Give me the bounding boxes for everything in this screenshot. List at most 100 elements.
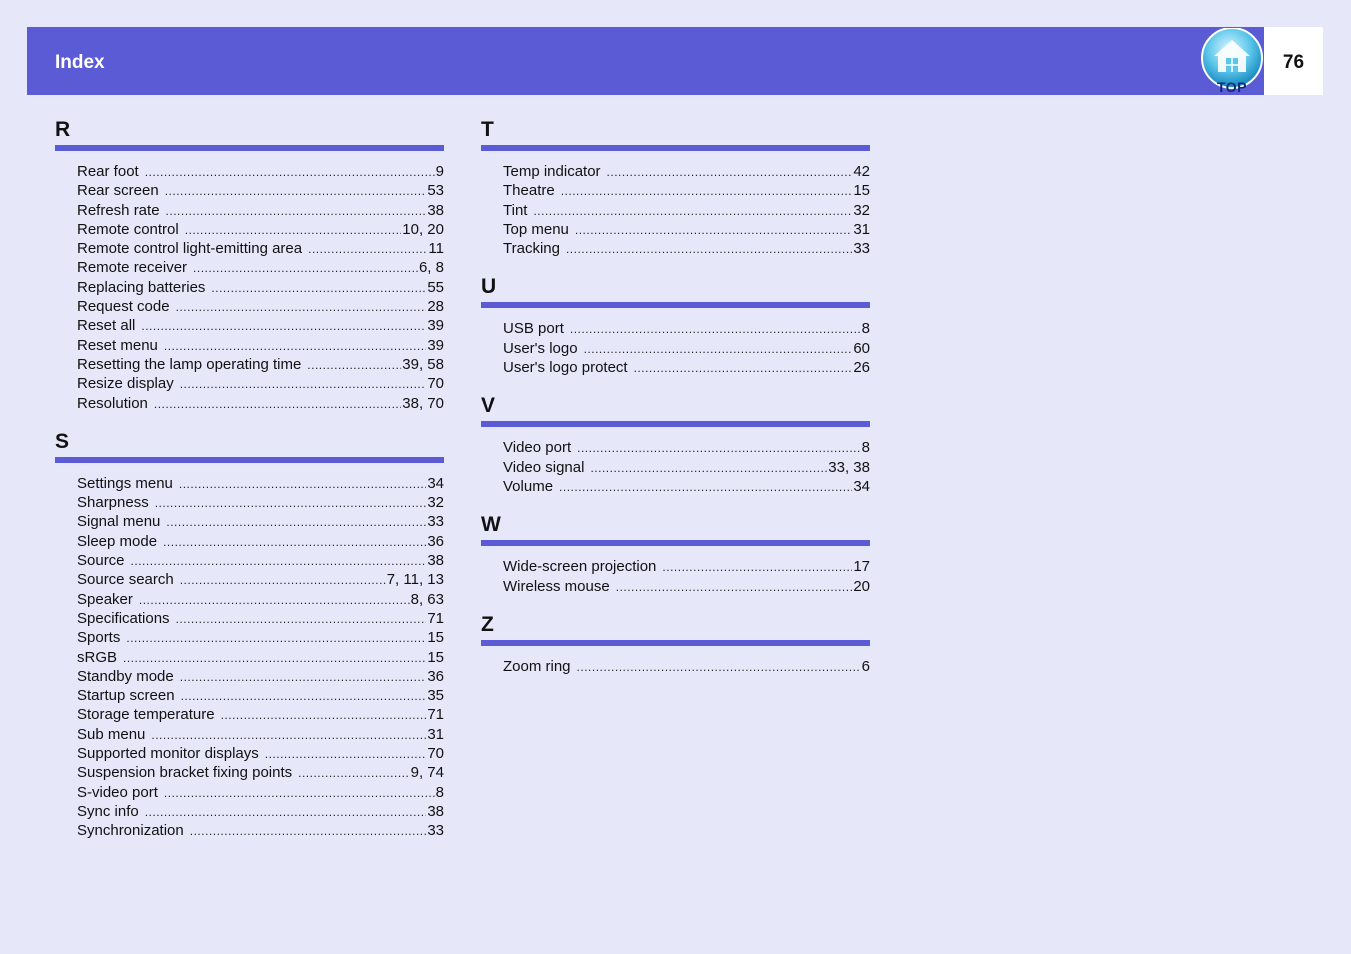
entry-page-link[interactable]: 9 xyxy=(435,163,444,180)
entry-page-link[interactable]: 20 xyxy=(853,577,870,595)
entry-page-link[interactable]: 35 xyxy=(427,687,444,705)
top-button[interactable]: TOP xyxy=(1200,28,1264,95)
index-entry[interactable]: Rear foot 9 xyxy=(77,162,444,181)
entry-page-link[interactable]: 15 xyxy=(427,629,444,647)
entry-page-link[interactable]: 36 xyxy=(427,667,444,685)
entry-page-link[interactable]: 34 xyxy=(853,477,870,495)
entry-page-link[interactable]: 17 xyxy=(853,558,870,576)
index-entry[interactable]: Wireless mouse 20 xyxy=(503,577,870,596)
index-entry[interactable]: Standby mode 36 xyxy=(77,667,444,686)
index-entry[interactable]: User's logo protect 26 xyxy=(503,358,870,377)
index-entry[interactable]: Video signal 33, 38 xyxy=(503,458,870,477)
entry-page-link[interactable]: 55 xyxy=(427,278,444,296)
index-entry[interactable]: Source search 7, 11, 13 xyxy=(77,570,444,589)
index-entry[interactable]: Resolution 38, 70 xyxy=(77,394,444,413)
index-entry[interactable]: Synchronization 33 xyxy=(77,821,444,840)
index-entry[interactable]: Zoom ring 6 xyxy=(503,657,870,676)
index-section-w: W Wide-screen projection 17 Wireless mouse 2… xyxy=(481,510,870,596)
index-entry[interactable]: Signal menu 33 xyxy=(77,512,444,531)
entry-list: Video port 8 Video signal 33, 38 Volume 34 xyxy=(481,438,870,496)
index-entry[interactable]: sRGB 15 xyxy=(77,648,444,667)
index-entry[interactable]: Sharpness 32 xyxy=(77,493,444,512)
index-entry[interactable]: Resize display 70 xyxy=(77,374,444,393)
entry-page-link[interactable]: 9, 74 xyxy=(410,764,444,782)
index-entry[interactable]: Reset all 39 xyxy=(77,316,444,335)
entry-page-link[interactable]: 38 xyxy=(427,552,444,570)
entry-term: Resize display xyxy=(77,375,174,393)
entry-page-link[interactable]: 32 xyxy=(853,201,870,219)
entry-term: Supported monitor displays xyxy=(77,745,259,763)
index-entry[interactable]: USB port 8 xyxy=(503,319,870,338)
entry-page-link[interactable]: 6 xyxy=(861,657,870,675)
index-entry[interactable]: Sports 15 xyxy=(77,628,444,647)
index-entry[interactable]: Top menu 31 xyxy=(503,220,870,239)
index-entry[interactable]: Startup screen 35 xyxy=(77,686,444,705)
index-entry[interactable]: Specifications 71 xyxy=(77,609,444,628)
entry-page-link[interactable]: 60 xyxy=(853,339,870,357)
entry-page-link[interactable]: 38 xyxy=(427,201,444,219)
index-entry[interactable]: Storage temperature 71 xyxy=(77,705,444,724)
entry-page-link[interactable]: 71 xyxy=(427,706,444,724)
index-entry[interactable]: S-video port 8 xyxy=(77,783,444,802)
entry-page-link[interactable]: 39 xyxy=(427,336,444,354)
index-entry[interactable]: Sync info 38 xyxy=(77,802,444,821)
index-entry[interactable]: Wide-screen projection 17 xyxy=(503,557,870,576)
entry-page-link[interactable]: 33, 38 xyxy=(828,458,870,476)
index-entry[interactable]: Speaker 8, 63 xyxy=(77,590,444,609)
entry-page-link[interactable]: 33 xyxy=(427,822,444,840)
entry-page-link[interactable]: 38 xyxy=(427,802,444,820)
index-entry[interactable]: Tracking 33 xyxy=(503,239,870,258)
index-entry[interactable]: Resetting the lamp operating time 39, 58 xyxy=(77,355,444,374)
entry-page-link[interactable]: 33 xyxy=(427,513,444,531)
index-entry[interactable]: Volume 34 xyxy=(503,477,870,496)
index-entry[interactable]: Remote control 10, 20 xyxy=(77,220,444,239)
entry-page-link[interactable]: 31 xyxy=(853,220,870,238)
index-entry[interactable]: Sleep mode 36 xyxy=(77,532,444,551)
entry-page-link[interactable]: 15 xyxy=(853,182,870,200)
entry-page-link[interactable]: 71 xyxy=(427,609,444,627)
index-entry[interactable]: Refresh rate 38 xyxy=(77,201,444,220)
index-entry[interactable]: Remote control light-emitting area 11 xyxy=(77,239,444,258)
entry-page-link[interactable]: 28 xyxy=(427,298,444,316)
index-entry[interactable]: Supported monitor displays 70 xyxy=(77,744,444,763)
entry-page-link[interactable]: 70 xyxy=(427,745,444,763)
entry-page-link[interactable]: 39 xyxy=(427,317,444,335)
index-entry[interactable]: Source 38 xyxy=(77,551,444,570)
entry-page-link[interactable]: 34 xyxy=(427,474,444,492)
index-entry[interactable]: Suspension bracket fixing points 9, 74 xyxy=(77,763,444,782)
index-entry[interactable]: Rear screen 53 xyxy=(77,181,444,200)
entry-page-link[interactable]: 33 xyxy=(853,240,870,258)
entry-page-link[interactable]: 38, 70 xyxy=(402,394,444,412)
index-entry[interactable]: Remote receiver 6, 8 xyxy=(77,258,444,277)
index-entry[interactable]: User's logo 60 xyxy=(503,339,870,358)
entry-page-link[interactable]: 10, 20 xyxy=(402,220,444,238)
entry-page-link[interactable]: 39, 58 xyxy=(402,355,444,373)
entry-page-link[interactable]: 70 xyxy=(427,375,444,393)
entry-page-link[interactable]: 36 xyxy=(427,532,444,550)
entry-page-link[interactable]: 8, 63 xyxy=(410,590,444,608)
entry-page-link[interactable]: 11 xyxy=(428,240,444,258)
entry-page-link[interactable]: 53 xyxy=(427,182,444,200)
entry-page-link[interactable]: 15 xyxy=(427,648,444,666)
index-entry[interactable]: Theatre 15 xyxy=(503,181,870,200)
entry-page-link[interactable]: 26 xyxy=(853,359,870,377)
entry-page-link[interactable]: 32 xyxy=(427,494,444,512)
entry-page-link[interactable]: 8 xyxy=(861,439,870,457)
index-entry[interactable]: Sub menu 31 xyxy=(77,725,444,744)
entry-page-link[interactable]: 6, 8 xyxy=(418,259,444,277)
entry-page-link[interactable]: 42 xyxy=(853,163,870,180)
entry-page-link[interactable]: 8 xyxy=(435,783,444,801)
index-entry[interactable]: Replacing batteries 55 xyxy=(77,278,444,297)
entry-page-link[interactable]: 8 xyxy=(861,320,870,338)
index-entry[interactable]: Settings menu 34 xyxy=(77,474,444,493)
entry-page-link[interactable]: 7, 11, 13 xyxy=(386,571,444,589)
index-entry[interactable]: Reset menu 39 xyxy=(77,336,444,355)
index-entry[interactable]: Video port 8 xyxy=(503,438,870,457)
entry-page-link[interactable]: 31 xyxy=(427,725,444,743)
entry-term: Temp indicator xyxy=(503,163,601,180)
index-entry[interactable]: Tint 32 xyxy=(503,201,870,220)
dot-leader xyxy=(180,571,386,590)
index-entry[interactable]: Request code 28 xyxy=(77,297,444,316)
index-entry[interactable]: Temp indicator 42 xyxy=(503,162,870,181)
entry-term: Sub menu xyxy=(77,725,146,743)
